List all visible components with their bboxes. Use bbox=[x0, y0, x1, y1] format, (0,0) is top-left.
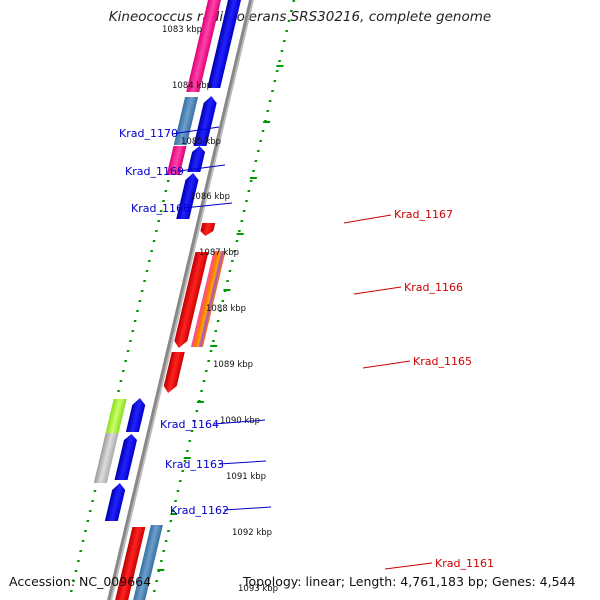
gene-label-left[interactable]: Krad_1163 bbox=[165, 458, 224, 471]
gene-arrow-forward[interactable] bbox=[104, 483, 127, 521]
gene-arrow-reverse[interactable] bbox=[162, 352, 185, 393]
gene-arrow-forward[interactable] bbox=[187, 146, 206, 172]
major-ticks bbox=[157, 65, 284, 571]
gene-block-multicolor[interactable] bbox=[190, 251, 226, 347]
gene-block-lime[interactable] bbox=[105, 399, 127, 433]
gene-arrow-forward[interactable] bbox=[193, 96, 218, 146]
tick-label: 1090 kbp bbox=[220, 416, 260, 426]
callout-line bbox=[362, 360, 411, 369]
gene-block-pink[interactable] bbox=[166, 146, 187, 175]
gene-label-left[interactable]: Krad_1162 bbox=[170, 504, 229, 517]
callout-line bbox=[183, 202, 233, 209]
callout-line bbox=[218, 460, 267, 465]
gene-label-left[interactable]: Krad_1164 bbox=[160, 418, 219, 431]
callout-line bbox=[171, 126, 220, 135]
gene-arrow-forward[interactable] bbox=[114, 434, 139, 480]
gene-arrow-reverse[interactable] bbox=[115, 527, 146, 600]
callout-line bbox=[384, 562, 433, 570]
callout-line bbox=[353, 286, 402, 295]
gene-arrow-forward[interactable] bbox=[176, 173, 200, 219]
genome-backbone-shadow bbox=[110, 0, 254, 600]
tick-label: 1086 kbp bbox=[190, 192, 230, 202]
gene-label-left[interactable]: Krad_1168 bbox=[131, 202, 190, 215]
gene-label-left[interactable]: Krad_1169 bbox=[125, 165, 184, 178]
gene-block-steel[interactable] bbox=[133, 525, 163, 600]
gene-label-right[interactable]: Krad_1161 bbox=[435, 557, 494, 570]
genome-summary: Topology: linear; Length: 4,761,183 bp; … bbox=[243, 574, 576, 589]
callout-line bbox=[223, 506, 272, 511]
tick-label: 1085 kbp bbox=[181, 137, 221, 147]
callout-line bbox=[343, 214, 392, 224]
tick-label: 1087 kbp bbox=[199, 248, 239, 258]
callout-line bbox=[213, 419, 266, 425]
accession-text: Accession: NC_009664 bbox=[9, 574, 152, 589]
gene-arrow-reverse[interactable] bbox=[173, 252, 209, 348]
tick-label: 1083 kbp bbox=[162, 25, 202, 35]
tick-label: 1091 kbp bbox=[226, 472, 266, 482]
gene-label-right[interactable]: Krad_1165 bbox=[413, 355, 472, 368]
tick-label: 1084 kbp bbox=[172, 81, 212, 91]
gene-label-right[interactable]: Krad_1167 bbox=[394, 208, 453, 221]
gene-arrow-forward[interactable] bbox=[207, 0, 241, 88]
gene-arrow-forward[interactable] bbox=[125, 398, 147, 432]
callout-line bbox=[178, 164, 226, 172]
gene-block-grey[interactable] bbox=[93, 433, 119, 483]
gene-arrow-reverse[interactable] bbox=[199, 223, 216, 236]
gene-block-pink[interactable] bbox=[186, 0, 221, 92]
tick-label: 1089 kbp bbox=[213, 360, 253, 370]
tick-label: 1088 kbp bbox=[206, 304, 246, 314]
tick-label: 1092 kbp bbox=[232, 528, 272, 538]
gene-label-right[interactable]: Krad_1166 bbox=[404, 281, 463, 294]
tick-label: 1093 kbp bbox=[238, 584, 278, 594]
reverse-guide-line bbox=[150, 0, 296, 600]
gene-label-left[interactable]: Krad_1170 bbox=[119, 127, 178, 140]
